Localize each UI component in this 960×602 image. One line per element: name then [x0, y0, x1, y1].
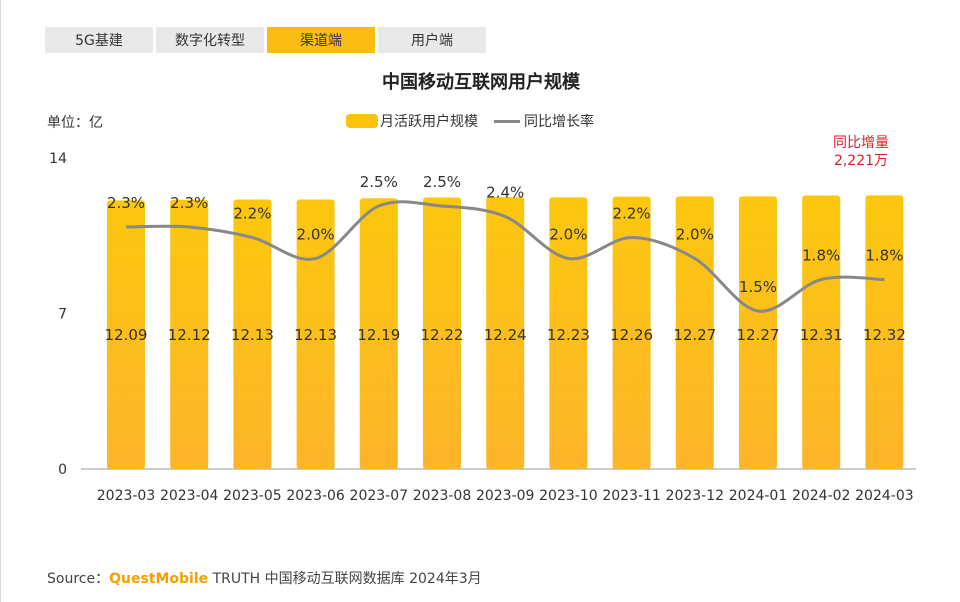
source-rest: TRUTH 中国移动互联网数据库 2024年3月 [208, 571, 482, 587]
x-tick-label: 2024-03 [855, 488, 914, 504]
source-brand: QuestMobile [109, 571, 209, 587]
x-tick-label: 2023-04 [160, 488, 219, 504]
source-line: Source：QuestMobile TRUTH 中国移动互联网数据库 2024… [47, 568, 482, 588]
source-prefix: Source： [47, 571, 110, 587]
legend-line-swatch [494, 119, 520, 123]
bar-value-label: 12.27 [673, 326, 716, 344]
line-value-label: 2.5% [423, 173, 461, 191]
bar-value-label: 12.24 [484, 326, 527, 344]
bar-value-label: 12.27 [737, 326, 780, 344]
tab-bar: 5G基建 数字化转型 渠道端 用户端 [45, 27, 486, 53]
bar [865, 195, 904, 469]
bar [296, 199, 335, 469]
line-value-label: 2.4% [486, 184, 524, 202]
line-value-label: 2.3% [107, 194, 145, 212]
line-value-label: 2.0% [676, 226, 714, 244]
tab-5g[interactable]: 5G基建 [45, 27, 153, 53]
x-tick-label: 2023-10 [539, 488, 598, 504]
x-tick-label: 2023-06 [286, 488, 345, 504]
x-tick-label: 2023-09 [476, 488, 535, 504]
bar [170, 199, 209, 469]
bar [802, 195, 841, 469]
bar [486, 197, 525, 469]
line-value-label: 2.5% [360, 173, 398, 191]
bar-value-label: 12.22 [421, 326, 464, 344]
tab-user[interactable]: 用户端 [378, 27, 486, 53]
x-tick-label: 2024-02 [792, 488, 851, 504]
legend-line-label: 同比增长率 [524, 114, 594, 130]
line-value-label: 2.2% [613, 205, 651, 223]
x-tick-label: 2023-05 [223, 488, 282, 504]
line-value-label: 2.0% [549, 226, 587, 244]
legend-bar-label: 月活跃用户规模 [380, 114, 478, 130]
chart-title: 中国移动互联网用户规模 [382, 72, 580, 93]
legend-bar-swatch [346, 114, 378, 128]
x-tick-label: 2023-03 [97, 488, 156, 504]
line-value-label: 2.0% [297, 226, 335, 244]
line-value-label: 1.8% [865, 247, 903, 265]
x-tick-label: 2023-08 [413, 488, 472, 504]
line-value-label: 2.3% [170, 194, 208, 212]
tab-channel[interactable]: 渠道端 [267, 27, 375, 53]
bar-value-label: 12.09 [105, 326, 148, 344]
bar-value-label: 12.31 [800, 326, 843, 344]
note-value: 2,221万 [833, 153, 889, 169]
tab-digital[interactable]: 数字化转型 [156, 27, 264, 53]
bar-value-label: 12.32 [863, 326, 906, 344]
y-tick-label: 0 [58, 462, 67, 478]
line-value-label: 1.5% [739, 278, 777, 296]
x-tick-label: 2023-11 [602, 488, 661, 504]
bar-value-label: 12.23 [547, 326, 590, 344]
bar [549, 197, 588, 470]
bar-value-label: 12.19 [357, 326, 400, 344]
bar [423, 197, 461, 469]
legend: 月活跃用户规模 同比增长率 [346, 111, 594, 131]
bar [612, 196, 651, 469]
unit-label: 单位：亿 [47, 115, 103, 131]
line-value-label: 1.8% [802, 247, 840, 265]
bar [233, 199, 272, 469]
bar [739, 196, 777, 469]
bar-value-label: 12.26 [610, 326, 653, 344]
yoy-increase-note: 同比增量 2,221万 [821, 134, 901, 170]
x-tick-label: 2023-12 [666, 488, 725, 504]
growth-rate-line [125, 200, 885, 313]
x-tick-label: 2023-07 [350, 488, 409, 504]
bar-value-label: 12.12 [168, 326, 211, 344]
line-value-label: 2.2% [233, 205, 271, 223]
y-tick-label: 14 [49, 151, 67, 167]
note-title: 同比增量 [833, 135, 889, 151]
bar-value-label: 12.13 [294, 326, 337, 344]
bar [359, 198, 398, 469]
x-tick-label: 2024-01 [729, 488, 788, 504]
y-tick-label: 7 [58, 307, 67, 323]
bar-value-label: 12.13 [231, 326, 274, 344]
bar [107, 200, 145, 469]
